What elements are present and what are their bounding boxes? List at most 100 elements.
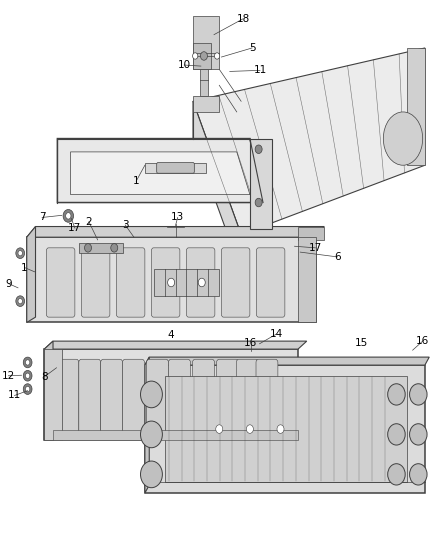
- Text: 5: 5: [249, 43, 255, 53]
- Text: 16: 16: [416, 336, 429, 346]
- Text: 9: 9: [5, 279, 12, 288]
- Polygon shape: [407, 48, 425, 165]
- Circle shape: [255, 145, 262, 154]
- Circle shape: [410, 464, 427, 485]
- Circle shape: [410, 424, 427, 445]
- Circle shape: [141, 461, 162, 488]
- Circle shape: [23, 370, 32, 381]
- Text: 16: 16: [244, 338, 258, 348]
- FancyBboxPatch shape: [147, 359, 169, 438]
- Bar: [165, 376, 407, 482]
- Circle shape: [16, 296, 25, 306]
- Text: 15: 15: [355, 338, 368, 348]
- FancyBboxPatch shape: [256, 359, 278, 438]
- Polygon shape: [145, 163, 206, 173]
- Circle shape: [16, 248, 25, 259]
- Circle shape: [388, 424, 405, 445]
- Polygon shape: [57, 139, 263, 203]
- Polygon shape: [27, 227, 324, 237]
- FancyBboxPatch shape: [222, 248, 250, 317]
- Circle shape: [193, 53, 198, 59]
- Circle shape: [141, 421, 162, 448]
- FancyBboxPatch shape: [169, 359, 191, 438]
- Polygon shape: [193, 43, 211, 69]
- Circle shape: [201, 52, 208, 60]
- Circle shape: [168, 278, 175, 287]
- FancyBboxPatch shape: [256, 248, 285, 317]
- FancyBboxPatch shape: [217, 359, 239, 438]
- Circle shape: [216, 425, 223, 433]
- Circle shape: [410, 384, 427, 405]
- Text: 6: 6: [334, 252, 341, 262]
- Circle shape: [63, 209, 74, 222]
- Polygon shape: [145, 357, 149, 493]
- Polygon shape: [250, 139, 272, 229]
- FancyBboxPatch shape: [123, 359, 145, 438]
- Polygon shape: [193, 96, 219, 112]
- Circle shape: [141, 381, 162, 408]
- Polygon shape: [44, 341, 307, 349]
- FancyBboxPatch shape: [46, 248, 75, 317]
- FancyBboxPatch shape: [152, 248, 180, 317]
- FancyBboxPatch shape: [187, 248, 215, 317]
- Circle shape: [66, 213, 71, 219]
- FancyBboxPatch shape: [79, 359, 101, 438]
- Circle shape: [18, 298, 22, 304]
- Circle shape: [388, 464, 405, 485]
- Polygon shape: [27, 237, 315, 322]
- FancyBboxPatch shape: [81, 248, 110, 317]
- Circle shape: [215, 53, 220, 59]
- FancyBboxPatch shape: [57, 359, 79, 438]
- Polygon shape: [193, 101, 241, 272]
- Polygon shape: [193, 16, 219, 69]
- Text: 17: 17: [68, 223, 81, 233]
- FancyBboxPatch shape: [101, 359, 123, 438]
- Text: 7: 7: [39, 213, 46, 222]
- Polygon shape: [145, 357, 429, 365]
- Polygon shape: [145, 365, 425, 493]
- Circle shape: [85, 244, 92, 252]
- Circle shape: [23, 384, 32, 394]
- Text: 1: 1: [133, 176, 139, 186]
- Polygon shape: [44, 349, 62, 440]
- Text: 4: 4: [168, 330, 174, 340]
- Text: 8: 8: [41, 372, 48, 382]
- Circle shape: [18, 251, 22, 256]
- Polygon shape: [44, 349, 298, 440]
- Text: 3: 3: [122, 220, 128, 230]
- Polygon shape: [200, 69, 208, 96]
- Polygon shape: [27, 227, 35, 322]
- Polygon shape: [44, 341, 53, 440]
- Circle shape: [277, 425, 284, 433]
- Text: 11: 11: [8, 391, 21, 400]
- Circle shape: [198, 278, 205, 287]
- Text: 1: 1: [21, 263, 28, 272]
- Circle shape: [25, 386, 30, 392]
- Circle shape: [255, 198, 262, 207]
- Circle shape: [25, 373, 30, 378]
- Text: 17: 17: [309, 243, 322, 253]
- Text: 11: 11: [253, 66, 267, 75]
- Circle shape: [388, 384, 405, 405]
- Bar: [53, 430, 298, 440]
- Polygon shape: [298, 227, 324, 240]
- Polygon shape: [193, 48, 425, 235]
- Polygon shape: [298, 237, 315, 322]
- FancyBboxPatch shape: [237, 359, 258, 438]
- Circle shape: [247, 425, 253, 433]
- Circle shape: [111, 244, 118, 252]
- Polygon shape: [154, 269, 219, 296]
- FancyBboxPatch shape: [117, 248, 145, 317]
- Circle shape: [25, 360, 30, 365]
- Text: 18: 18: [237, 14, 250, 23]
- Text: 10: 10: [178, 60, 191, 70]
- FancyBboxPatch shape: [157, 163, 194, 173]
- Text: 12: 12: [2, 371, 15, 381]
- Polygon shape: [79, 243, 123, 253]
- Ellipse shape: [383, 112, 423, 165]
- Text: 13: 13: [171, 213, 184, 222]
- Polygon shape: [71, 152, 250, 195]
- Circle shape: [23, 357, 32, 368]
- FancyBboxPatch shape: [193, 359, 215, 438]
- Text: 14: 14: [269, 329, 283, 339]
